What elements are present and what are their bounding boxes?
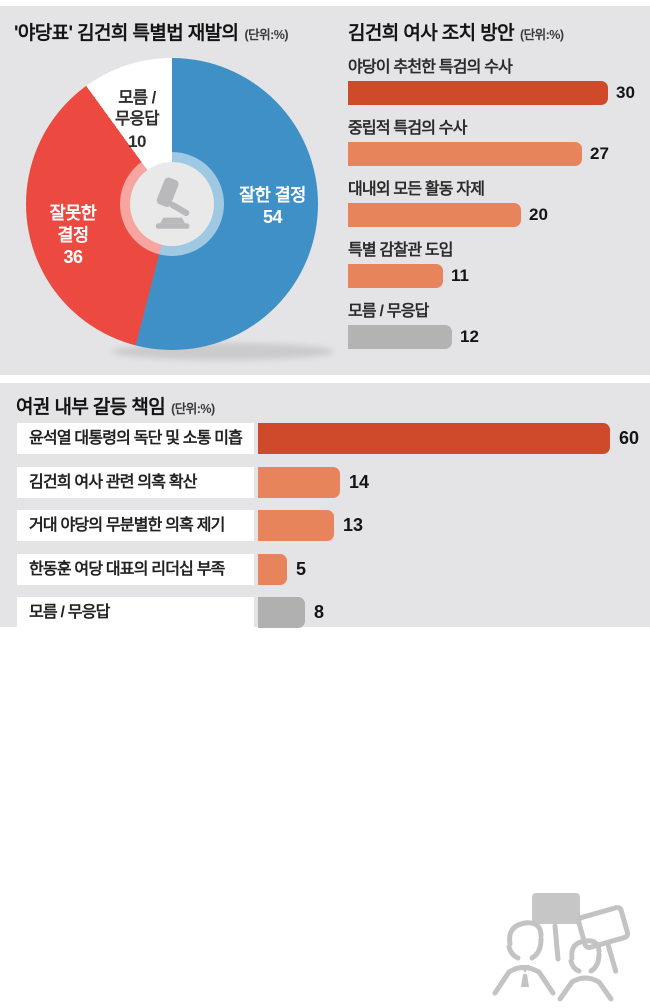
bar-row: 모름 / 무응답 8 — [17, 597, 324, 628]
bar-value: 12 — [460, 327, 479, 346]
gavel-icon — [155, 177, 190, 229]
bar-row: 윤석열 대통령의 독단 및 소통 미흡 60 — [17, 423, 639, 454]
bar-label: 거대 야당의 무분별한 의혹 제기 — [17, 510, 254, 541]
right-bar-rows: 야당이 추천한 특검의 수사 30 중립적 특검의 수사 27 대내외 모든 활… — [348, 57, 650, 362]
pie-label-unknown-text1: 모름 / — [118, 89, 156, 107]
bar-label: 모름 / 무응답 — [348, 303, 429, 320]
bottom-chart-title: 여권 내부 갈등 책임 — [16, 397, 166, 418]
pie-label-good-value: 54 — [262, 207, 283, 227]
pie-title-row: '야당표' 김건희 특별법 재발의 (단위:%) — [14, 18, 289, 45]
bar-row: 중립적 특검의 수사 27 — [348, 118, 650, 179]
pie-label-bad-text1: 잘못한 — [49, 203, 97, 223]
donut-chart — [26, 58, 318, 350]
bar-value: 14 — [349, 472, 370, 492]
bar-value: 60 — [619, 428, 640, 448]
bar — [348, 325, 452, 349]
top-section: '야당표' 김건희 특별법 재발의 (단위:%) 잘한 결정 — [0, 6, 650, 375]
bar-value: 11 — [451, 266, 469, 285]
protesters-icon — [492, 893, 631, 1002]
bar-label: 모름 / 무응답 — [17, 597, 254, 628]
pie-label-good-text: 잘한 결정 — [239, 185, 306, 205]
bar-value: 30 — [616, 83, 635, 102]
bottom-unit-label: (단위:%) — [171, 402, 215, 416]
bottom-title-row: 여권 내부 갈등 책임 (단위:%) — [16, 392, 215, 419]
pie-label-bad-text2: 결정 — [57, 225, 89, 245]
bar — [258, 467, 340, 498]
pie-chart-title: '야당표' 김건희 특별법 재발의 — [14, 23, 239, 44]
bar-row: 특별 감찰관 도입 11 — [348, 240, 650, 301]
bar — [348, 264, 443, 288]
right-chart-panel: 김건희 여사 조치 방안 (단위:%) 야당이 추천한 특검의 수사 30 중립… — [348, 6, 650, 375]
bar — [348, 142, 582, 166]
bar — [258, 554, 287, 585]
bar-label: 김건희 여사 관련 의혹 확산 — [17, 467, 254, 498]
pie-label-unknown-value: 10 — [128, 132, 146, 151]
bar — [258, 597, 305, 628]
right-title-row: 김건희 여사 조치 방안 (단위:%) — [348, 18, 564, 45]
bar-row: 야당이 추천한 특검의 수사 30 — [348, 57, 650, 118]
bottom-section: 여권 내부 갈등 책임 (단위:%) 윤석열 대통령의 독단 및 소통 미흡 6… — [0, 383, 650, 1002]
bar-value: 20 — [529, 205, 548, 224]
bar-row: 김건희 여사 관련 의혹 확산 14 — [17, 467, 369, 498]
right-unit-label: (단위:%) — [519, 28, 564, 42]
bar-value: 5 — [296, 559, 307, 579]
bar-label: 한동훈 여당 대표의 리더십 부족 — [17, 554, 254, 585]
bar-label: 특별 감찰관 도입 — [348, 242, 454, 259]
bar-row: 모름 / 무응답 12 — [348, 301, 650, 362]
bar-value: 13 — [343, 515, 364, 535]
bar-label: 야당이 추천한 특검의 수사 — [348, 59, 513, 76]
pie-unit-label: (단위:%) — [244, 28, 289, 42]
bar-row: 거대 야당의 무분별한 의혹 제기 13 — [17, 510, 363, 541]
bar-value: 27 — [590, 144, 609, 163]
right-chart-title: 김건희 여사 조치 방안 — [348, 23, 515, 44]
pie-label-bad-value: 36 — [63, 247, 83, 267]
bar-row: 대내외 모든 활동 자제 20 — [348, 179, 650, 240]
bar-label: 윤석열 대통령의 독단 및 소통 미흡 — [17, 423, 254, 454]
bar — [258, 423, 610, 454]
bar-label: 대내외 모든 활동 자제 — [348, 181, 485, 198]
bar — [348, 81, 608, 105]
bar-value: 8 — [314, 602, 325, 622]
pie-label-bad: 잘못한 결정 36 — [25, 202, 121, 269]
bar-label: 중립적 특검의 수사 — [348, 120, 467, 137]
donut-center — [130, 162, 214, 246]
pie-label-unknown: 모름 / 무응답 10 — [94, 88, 180, 153]
pie-label-unknown-text2: 무응답 — [114, 110, 160, 128]
bar — [348, 203, 521, 227]
bar — [258, 510, 334, 541]
pie-label-good: 잘한 결정 54 — [215, 184, 330, 229]
bar-row: 한동훈 여당 대표의 리더십 부족 5 — [17, 554, 306, 585]
infographic-page: { "chart_data": [ { "type": "pie", "titl… — [0, 6, 650, 1002]
